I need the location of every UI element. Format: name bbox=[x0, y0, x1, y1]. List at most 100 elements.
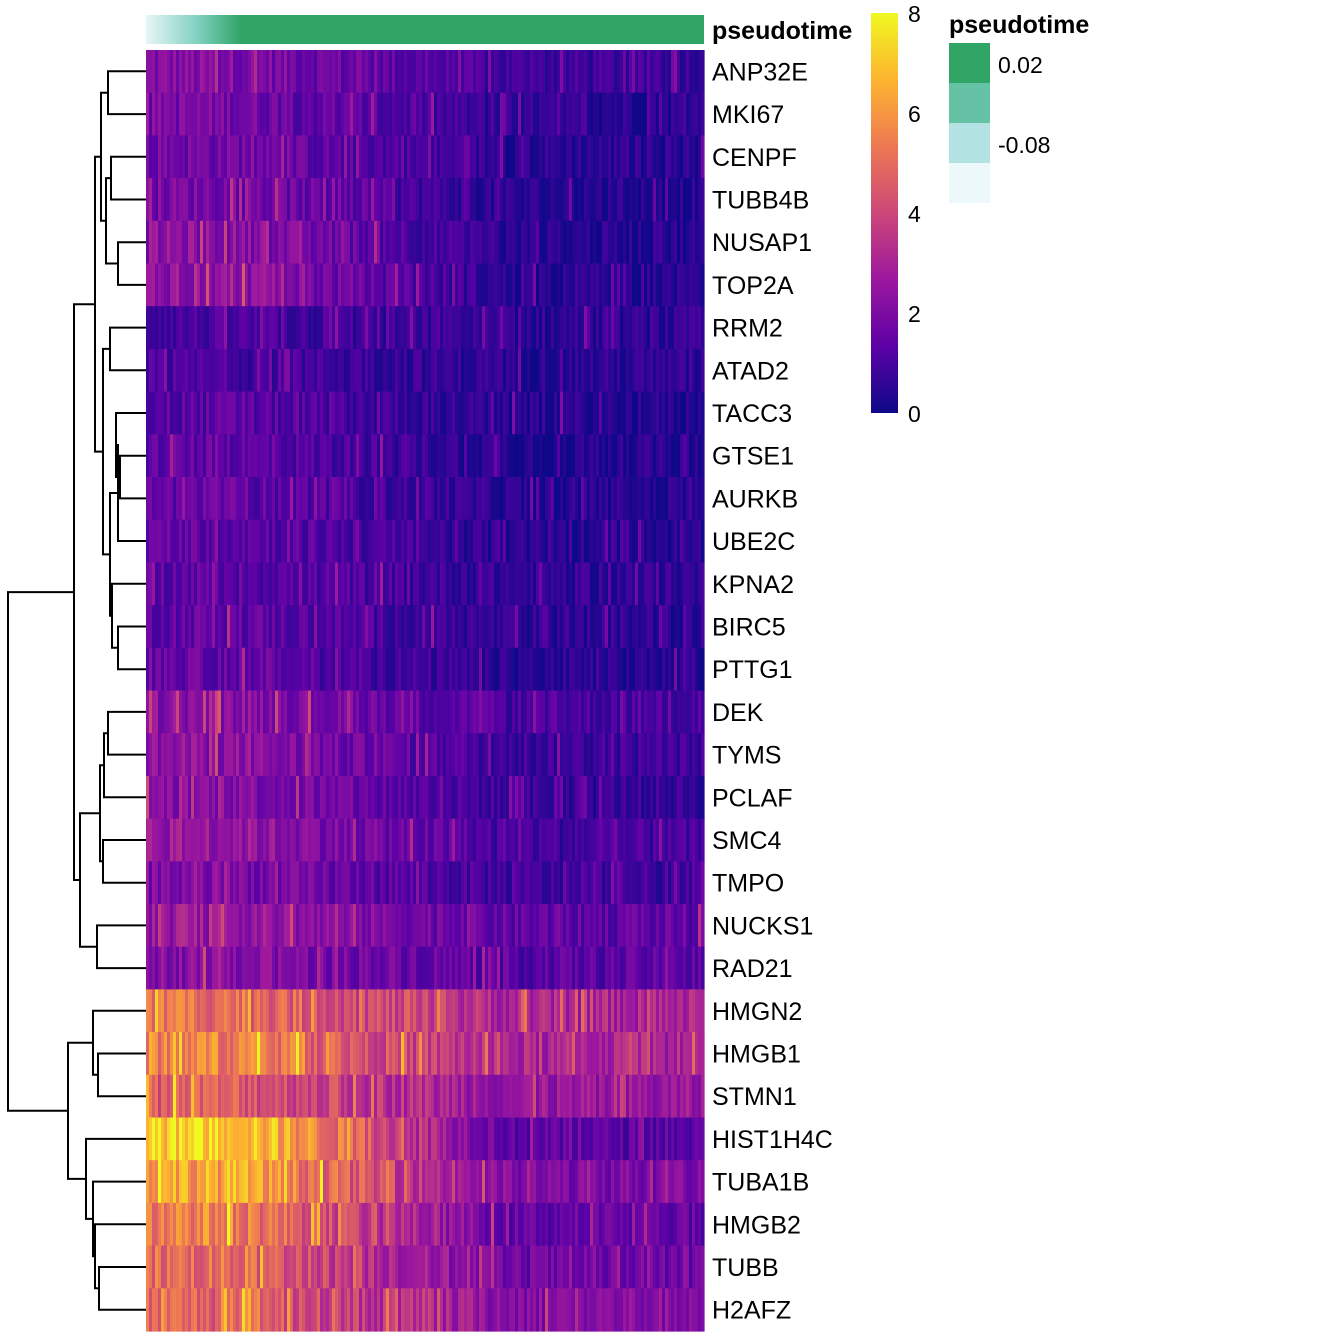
heatmap-cell bbox=[152, 391, 156, 435]
heatmap-cell bbox=[299, 348, 303, 393]
heatmap-cell bbox=[320, 519, 324, 563]
heatmap-cell bbox=[482, 733, 486, 777]
heatmap-cell bbox=[599, 391, 603, 435]
heatmap-cell bbox=[626, 690, 630, 734]
heatmap-cell bbox=[194, 1160, 198, 1204]
heatmap-cell bbox=[443, 904, 447, 948]
heatmap-cell bbox=[362, 1160, 366, 1204]
heatmap-cell bbox=[311, 391, 315, 435]
heatmap-cell bbox=[668, 1117, 672, 1161]
heatmap-cell bbox=[179, 348, 183, 393]
heatmap-cell bbox=[440, 562, 444, 606]
heatmap-cell bbox=[389, 1160, 393, 1204]
heatmap-cell bbox=[653, 306, 657, 350]
heatmap-cell bbox=[335, 946, 339, 990]
heatmap-cell bbox=[158, 477, 162, 521]
heatmap-cell bbox=[164, 135, 168, 179]
heatmap-cell bbox=[644, 50, 648, 94]
heatmap-cell bbox=[266, 348, 270, 393]
heatmap-cell bbox=[356, 1160, 360, 1204]
heatmap-cell bbox=[602, 220, 606, 265]
heatmap-cell bbox=[281, 50, 285, 94]
heatmap-cell bbox=[587, 263, 591, 307]
heatmap-cell bbox=[302, 263, 306, 307]
heatmap-cell bbox=[503, 348, 507, 393]
heatmap-cell bbox=[689, 178, 693, 222]
heatmap-cell bbox=[494, 775, 498, 820]
heatmap-cell bbox=[326, 348, 330, 393]
heatmap-cell bbox=[425, 477, 429, 521]
heatmap-cell bbox=[563, 733, 567, 777]
heatmap-cell bbox=[674, 989, 678, 1033]
heatmap-cell bbox=[581, 50, 585, 94]
heatmap-cell bbox=[617, 92, 621, 136]
heatmap-cell bbox=[209, 92, 213, 136]
heatmap-cell bbox=[227, 690, 231, 734]
heatmap-cell bbox=[278, 904, 282, 948]
heatmap-cell bbox=[551, 818, 555, 862]
heatmap-cell bbox=[284, 946, 288, 990]
heatmap-cell bbox=[362, 989, 366, 1033]
heatmap-cell bbox=[248, 1117, 252, 1161]
heatmap-cell bbox=[485, 733, 489, 777]
heatmap-cell bbox=[269, 306, 273, 350]
heatmap-cell bbox=[314, 647, 318, 692]
heatmap-cell bbox=[650, 775, 654, 820]
heatmap-cell bbox=[524, 904, 528, 948]
heatmap-cell bbox=[305, 348, 309, 393]
heatmap-cell bbox=[455, 861, 459, 905]
heatmap-cell bbox=[686, 1032, 690, 1076]
heatmap-cell bbox=[155, 348, 159, 393]
heatmap-cell bbox=[239, 477, 243, 521]
heatmap-cell bbox=[317, 477, 321, 521]
heatmap-cell bbox=[611, 263, 615, 307]
heatmap-cell bbox=[335, 861, 339, 905]
heatmap-cell bbox=[683, 946, 687, 990]
heatmap-cell bbox=[545, 733, 549, 777]
heatmap-cell bbox=[509, 1032, 513, 1076]
heatmap-cell bbox=[428, 434, 432, 478]
heatmap-cell bbox=[320, 605, 324, 649]
heatmap-cell bbox=[524, 220, 528, 265]
heatmap-cell bbox=[263, 1117, 267, 1161]
heatmap-cell bbox=[485, 391, 489, 435]
heatmap-cell bbox=[500, 946, 504, 990]
heatmap-cell bbox=[281, 946, 285, 990]
heatmap-cell bbox=[473, 904, 477, 948]
heatmap-cell bbox=[224, 861, 228, 905]
heatmap-cell bbox=[194, 519, 198, 563]
heatmap-cell bbox=[362, 1032, 366, 1076]
heatmap-cell bbox=[551, 946, 555, 990]
heatmap-cell bbox=[338, 562, 342, 606]
heatmap-cell bbox=[416, 1117, 420, 1161]
heatmap-cell bbox=[398, 348, 402, 393]
heatmap-cell bbox=[356, 50, 360, 94]
heatmap-cell bbox=[626, 904, 630, 948]
heatmap-cell bbox=[536, 1032, 540, 1076]
heatmap-cell bbox=[335, 904, 339, 948]
heatmap-cell bbox=[635, 946, 639, 990]
heatmap-cell bbox=[281, 690, 285, 734]
heatmap-cell bbox=[158, 519, 162, 563]
heatmap-cell bbox=[392, 391, 396, 435]
heatmap-cell bbox=[602, 647, 606, 692]
heatmap-cell bbox=[329, 861, 333, 905]
heatmap-cell bbox=[434, 562, 438, 606]
heatmap-cell bbox=[296, 861, 300, 905]
heatmap-cell bbox=[374, 818, 378, 862]
heatmap-cell bbox=[572, 178, 576, 222]
heatmap-cell bbox=[593, 733, 597, 777]
heatmap-cell bbox=[641, 306, 645, 350]
heatmap-cell bbox=[488, 306, 492, 350]
heatmap-cell bbox=[194, 263, 198, 307]
heatmap-cell bbox=[158, 1074, 162, 1119]
heatmap-cell bbox=[266, 263, 270, 307]
heatmap-cell bbox=[464, 263, 468, 307]
heatmap-cell bbox=[659, 391, 663, 435]
heatmap-cell bbox=[251, 391, 255, 435]
heatmap-row bbox=[146, 220, 705, 265]
heatmap-cell bbox=[512, 775, 516, 820]
heatmap-cell bbox=[557, 861, 561, 905]
heatmap-cell bbox=[344, 92, 348, 136]
heatmap-cell bbox=[593, 477, 597, 521]
